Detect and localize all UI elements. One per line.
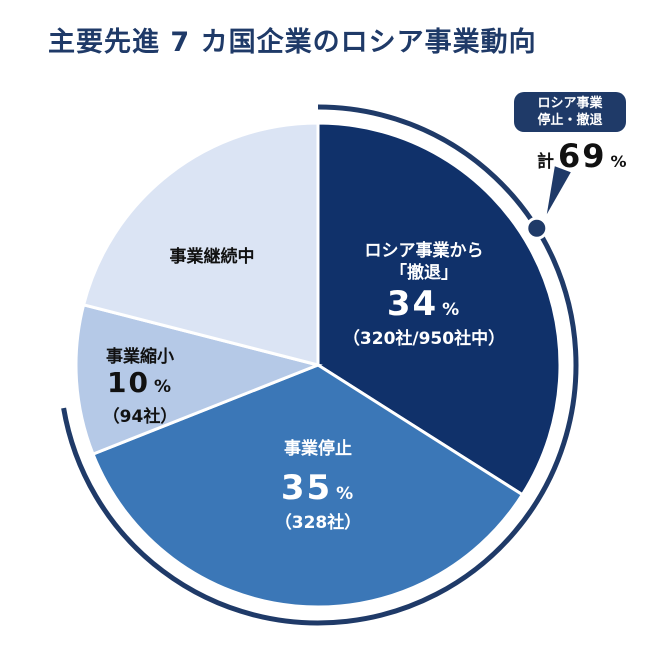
withdrawal-unit: % (442, 300, 462, 320)
total-unit: % (610, 152, 627, 171)
badge-line2: 停止・撤退 (537, 113, 603, 128)
pie-slice-continuation (81, 121, 320, 367)
reduction-name: 事業縮小 (105, 347, 174, 367)
suspension-count: （328社） (274, 513, 362, 533)
pie-slice-suspension (91, 363, 525, 609)
pie-slice-reduction (74, 302, 323, 457)
badge-line1: ロシア事業 (537, 96, 603, 111)
reduction-percent: 10% (103, 368, 178, 402)
withdrawal-value: 34 (386, 284, 439, 324)
continuation-label: 事業継続中 (170, 246, 255, 268)
suspension-name: 事業停止 (284, 439, 352, 459)
withdrawal-count: （320社/950社中） (342, 329, 506, 349)
chart-title: 主要先進 7 カ国企業のロシア事業動向 (48, 27, 537, 58)
pie-slices (74, 121, 562, 609)
callout-total: 計 69% (537, 137, 627, 175)
reduction-value: 10 (106, 366, 150, 399)
callout-badge: ロシア事業 停止・撤退 (514, 92, 626, 132)
withdrawal-name-line1: ロシア事業から (364, 241, 484, 261)
total-arc (61, 104, 579, 626)
suspension-unit: % (336, 484, 356, 504)
arc-end-dot (525, 216, 549, 240)
withdrawal-name-line2: 「撤退」 (390, 263, 458, 283)
suspension-value: 35 (280, 468, 333, 508)
reduction-unit: % (153, 377, 174, 397)
continuation-name: 事業継続中 (169, 247, 255, 267)
total-value: 69 (558, 137, 607, 175)
reduction-label: 事業縮小 10% （94社） (103, 346, 178, 427)
reduction-count: （94社） (102, 407, 178, 427)
withdrawal-label: ロシア事業から 「撤退」 34% （320社/950社中） (343, 240, 505, 349)
total-prefix: 計 (537, 152, 554, 172)
withdrawal-percent: 34% (343, 284, 505, 324)
suspension-label: 事業停止 35% （328社） (275, 438, 362, 533)
callout-pointer (546, 166, 571, 215)
suspension-percent: 35% (275, 468, 362, 508)
